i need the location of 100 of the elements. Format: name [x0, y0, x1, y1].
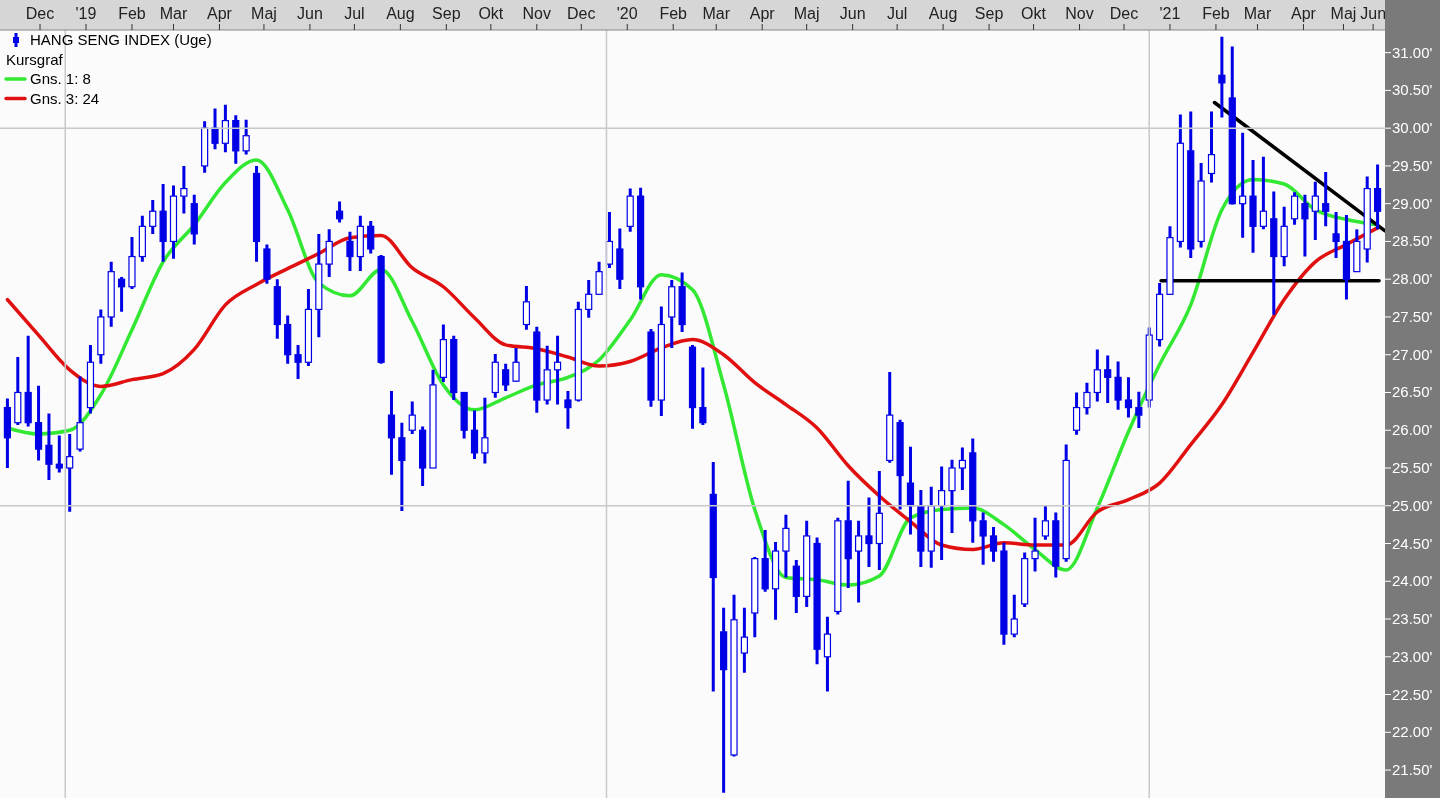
line-series — [5, 226, 1380, 552]
candlestick — [709, 461, 717, 692]
candlestick — [55, 435, 63, 473]
y-tick-label: 24.00' — [1392, 572, 1433, 590]
x-tick-label: Maj — [1330, 5, 1357, 22]
candlestick — [1197, 162, 1205, 248]
candlestick — [844, 480, 852, 589]
candlestick — [232, 115, 240, 164]
candlestick — [740, 607, 748, 673]
candlestick — [720, 607, 728, 793]
x-tick-label: Maj — [793, 5, 820, 22]
y-tick-label: 30.50' — [1392, 81, 1433, 99]
annotation: Kursgraf — [6, 50, 64, 68]
legend-label: HANG SENG INDEX (Uge) — [30, 31, 212, 48]
x-tick-label: Jul — [886, 5, 908, 22]
candlestick — [66, 434, 74, 512]
legend-label: Gns. 1: 8 — [30, 70, 91, 87]
candlestick — [45, 413, 53, 481]
candlestick — [906, 446, 915, 535]
candlestick — [1052, 512, 1060, 578]
candlestick — [294, 344, 302, 379]
candlestick — [149, 199, 157, 234]
x-tick-label: Aug — [386, 5, 415, 22]
candlestick — [886, 372, 894, 463]
candlestick — [1373, 164, 1382, 230]
candlestick — [699, 367, 707, 425]
y-tick-label: 27.00' — [1392, 345, 1433, 363]
candlestick — [938, 466, 946, 561]
candlestick — [1290, 192, 1299, 225]
x-tick-label: Mar — [1243, 5, 1272, 22]
candlestick — [470, 410, 479, 459]
candlestick — [180, 165, 188, 214]
candlestick — [304, 289, 313, 367]
candlestick — [1311, 181, 1319, 240]
x-tick-label: Aug — [928, 5, 958, 22]
x-tick-label: Mar — [159, 5, 188, 22]
candlestick — [1353, 229, 1361, 273]
candlestick — [1093, 349, 1101, 402]
y-tick-label: 28.50' — [1392, 232, 1433, 250]
candlestick — [190, 194, 198, 245]
candlestick — [315, 233, 323, 338]
candlestick — [917, 489, 925, 567]
candlestick — [169, 185, 178, 259]
candlestick — [792, 560, 800, 613]
candlestick — [273, 279, 281, 339]
candlestick — [387, 390, 396, 475]
candlestick — [1124, 377, 1133, 418]
x-tick-label: Jun — [297, 5, 323, 22]
candlestick — [367, 221, 375, 254]
candlestick — [1270, 191, 1278, 315]
candlestick — [1187, 111, 1195, 259]
candlestick — [1062, 444, 1070, 562]
candlestick — [398, 422, 406, 512]
x-tick-label: Nov — [1065, 5, 1094, 22]
candlestick — [637, 187, 645, 300]
x-tick-label: Dec — [25, 5, 55, 22]
x-tick-label: Jul — [344, 5, 365, 22]
candlestick — [813, 537, 821, 665]
candlestick — [128, 236, 136, 290]
x-tick-label: Nov — [522, 5, 552, 22]
candlestick — [335, 201, 344, 223]
x-tick-label: Apr — [207, 5, 233, 22]
candlestick — [118, 276, 126, 312]
candlestick — [751, 557, 759, 638]
candlestick — [491, 353, 499, 398]
candlestick — [346, 231, 354, 271]
y-tick-label: 25.50' — [1392, 458, 1433, 476]
candlestick — [688, 344, 697, 429]
candlestick — [657, 306, 665, 416]
candlestick — [678, 272, 686, 333]
candlestick — [771, 542, 780, 620]
y-tick-label: 23.50' — [1392, 610, 1433, 628]
x-tick-label: Feb — [659, 5, 688, 22]
candlestick — [24, 335, 32, 427]
candlestick — [1218, 36, 1226, 118]
candlestick — [1228, 46, 1236, 205]
x-tick-label: '19 — [75, 5, 97, 22]
y-tick-label: 23.00' — [1392, 647, 1433, 665]
candlestick — [761, 529, 769, 592]
candlestick — [221, 104, 229, 153]
x-tick-label: Jun — [839, 5, 866, 22]
candlestick — [138, 215, 146, 262]
x-tick-label: Apr — [1290, 5, 1317, 22]
candlestick — [1104, 355, 1112, 404]
y-tick-label: 24.50' — [1392, 534, 1433, 552]
candlestick — [252, 165, 261, 262]
y-tick-label: 22.50' — [1392, 685, 1433, 703]
candlestick — [3, 398, 12, 468]
candlestick — [439, 324, 447, 382]
candlestick — [1280, 206, 1288, 267]
candlestick — [1259, 156, 1267, 230]
candlestick — [927, 486, 935, 568]
candlestick — [730, 594, 738, 757]
candlestick — [481, 397, 489, 464]
candlestick — [1332, 211, 1340, 259]
candlestick — [356, 215, 364, 271]
candlestick — [1166, 226, 1174, 295]
candlestick — [1249, 159, 1257, 253]
candlestick — [86, 344, 95, 414]
candlestick — [512, 347, 520, 382]
